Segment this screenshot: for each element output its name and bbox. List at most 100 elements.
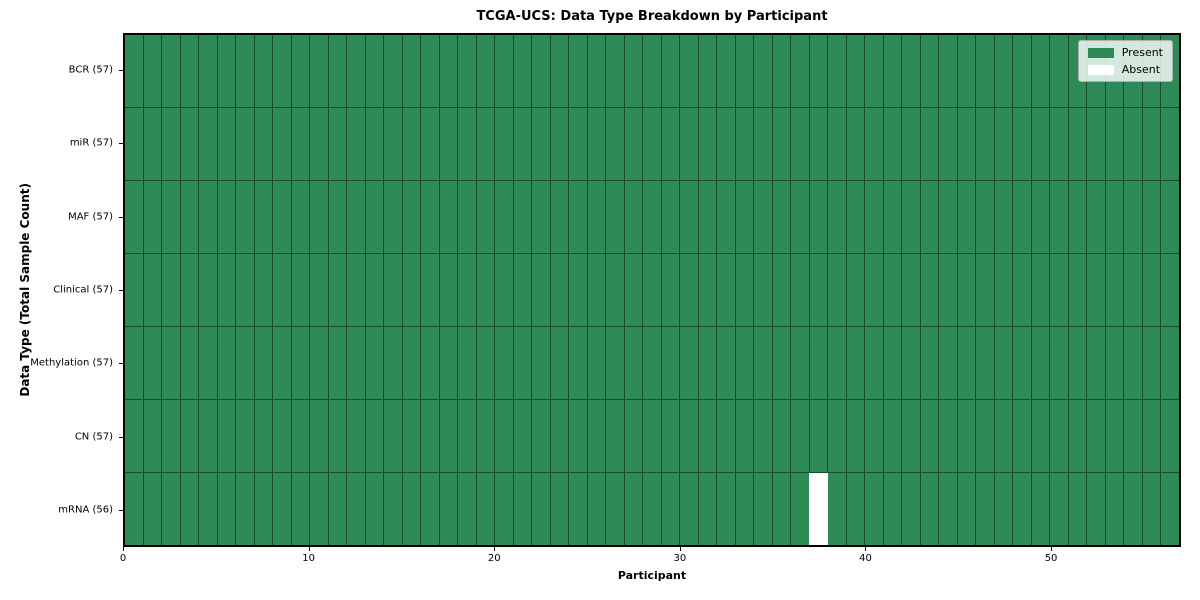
heatmap-cell	[1105, 400, 1124, 472]
heatmap-cell	[1142, 400, 1161, 472]
y-tick-mark	[119, 216, 123, 218]
heatmap-cell	[347, 35, 365, 107]
y-tick-label: BCR (57)	[68, 64, 113, 76]
heatmap-cell	[1013, 473, 1031, 545]
heatmap-cell	[1124, 400, 1142, 472]
heatmap-cell	[439, 181, 458, 253]
heatmap-cell	[809, 473, 828, 545]
heatmap-cell	[273, 254, 291, 326]
heatmap-cell	[791, 35, 809, 107]
heatmap-cell	[458, 181, 476, 253]
heatmap-cell	[865, 327, 883, 399]
heatmap-cell	[846, 254, 865, 326]
heatmap-cell	[273, 35, 291, 107]
heatmap-cell	[143, 108, 162, 180]
heatmap-cell	[439, 327, 458, 399]
x-tick-label: 0	[119, 553, 127, 564]
heatmap-cell	[939, 327, 957, 399]
heatmap-cell	[402, 181, 421, 253]
heatmap-cell	[476, 254, 495, 326]
heatmap-cell	[1105, 108, 1124, 180]
heatmap-cell	[939, 473, 957, 545]
heatmap-cell	[384, 400, 402, 472]
legend-swatch	[1087, 47, 1114, 58]
heatmap-cell	[1105, 181, 1124, 253]
heatmap-cell	[828, 473, 846, 545]
heatmap-cell	[920, 254, 939, 326]
heatmap-cell	[643, 35, 661, 107]
heatmap-cell	[772, 108, 791, 180]
heatmap-cell	[976, 400, 994, 472]
heatmap-cell	[310, 254, 328, 326]
heatmap-cell	[883, 35, 902, 107]
x-tick-label: 20	[487, 553, 501, 564]
x-tick-mark	[865, 547, 867, 551]
heatmap-cell	[939, 108, 957, 180]
heatmap-cell	[236, 327, 254, 399]
heatmap-cell	[458, 473, 476, 545]
heatmap-cell	[532, 473, 550, 545]
heatmap-cell	[920, 327, 939, 399]
heatmap-cell	[680, 473, 698, 545]
heatmap-cell	[994, 35, 1013, 107]
x-tick-mark	[308, 547, 310, 551]
heatmap-cell	[661, 473, 680, 545]
heatmap-cell	[273, 400, 291, 472]
heatmap-cell	[661, 35, 680, 107]
heatmap-cell	[939, 400, 957, 472]
heatmap-cell	[698, 400, 717, 472]
heatmap-cell	[1050, 181, 1068, 253]
heatmap-cell	[606, 327, 624, 399]
y-tick-mark	[119, 510, 123, 512]
heatmap-cell	[661, 108, 680, 180]
heatmap-cell	[384, 473, 402, 545]
heatmap-cell	[902, 473, 920, 545]
heatmap-cell	[328, 181, 347, 253]
heatmap-cell	[310, 400, 328, 472]
heatmap-cell	[587, 181, 606, 253]
heatmap-cell	[180, 181, 199, 253]
heatmap-cell	[735, 254, 754, 326]
heatmap-cell	[735, 473, 754, 545]
heatmap-cell	[1013, 108, 1031, 180]
heatmap-cell	[180, 400, 199, 472]
heatmap-cell	[587, 254, 606, 326]
heatmap-cell	[384, 181, 402, 253]
heatmap-cell	[643, 108, 661, 180]
plot-area: Present Absent	[123, 33, 1181, 547]
legend-label: Present	[1121, 46, 1163, 59]
heatmap-cell	[587, 35, 606, 107]
heatmap-cell	[1142, 181, 1161, 253]
heatmap-cell	[162, 108, 180, 180]
heatmap-cell	[1013, 181, 1031, 253]
heatmap-cell	[291, 327, 310, 399]
heatmap-cell	[310, 473, 328, 545]
heatmap-cell	[125, 254, 143, 326]
heatmap-cell	[772, 400, 791, 472]
x-tick-mark	[123, 547, 124, 551]
heatmap-cell	[254, 108, 273, 180]
heatmap-cell	[791, 400, 809, 472]
heatmap-cell	[661, 254, 680, 326]
heatmap-cell	[1087, 473, 1105, 545]
heatmap-cell	[199, 108, 217, 180]
heatmap-cell	[402, 35, 421, 107]
heatmap-cell	[957, 400, 976, 472]
heatmap-cell	[1068, 108, 1087, 180]
heatmap-cell	[347, 108, 365, 180]
heatmap-cell	[883, 181, 902, 253]
heatmap-cell	[606, 108, 624, 180]
heatmap-cell	[717, 327, 735, 399]
heatmap-cell	[772, 327, 791, 399]
heatmap-cell	[698, 473, 717, 545]
heatmap-cell	[865, 473, 883, 545]
heatmap-cell	[680, 108, 698, 180]
heatmap-cell	[624, 473, 643, 545]
heatmap-cell	[865, 400, 883, 472]
heatmap-cell	[846, 473, 865, 545]
heatmap-cell	[698, 327, 717, 399]
legend-label: Absent	[1121, 63, 1161, 76]
heatmap-cell	[328, 254, 347, 326]
heatmap-cell	[365, 327, 384, 399]
heatmap-cell	[291, 181, 310, 253]
